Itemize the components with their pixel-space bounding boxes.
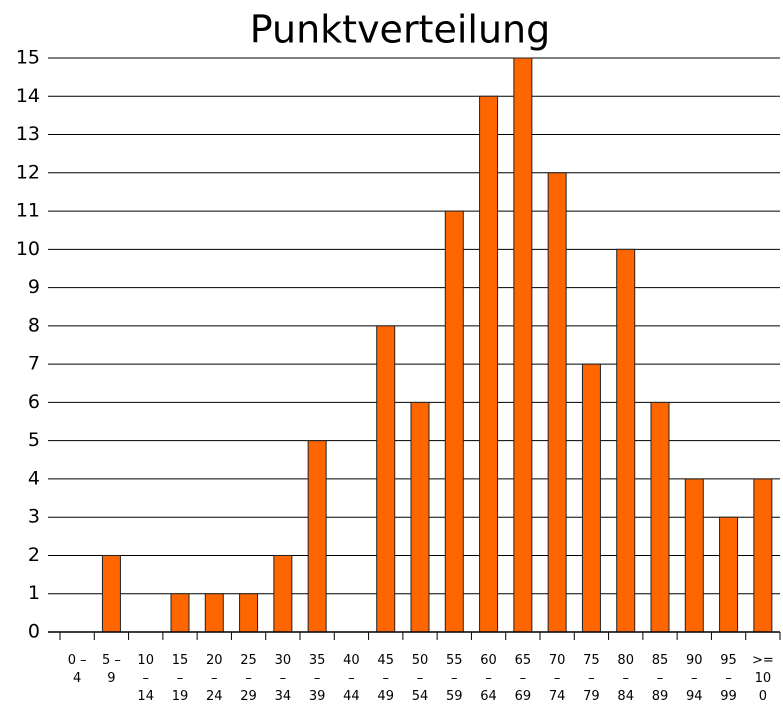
x-tick-label: 75 – 79 — [583, 653, 600, 704]
bar — [479, 95, 499, 633]
x-tick-label: 95 – 99 — [720, 653, 737, 704]
y-tick-label: 4 — [28, 467, 40, 489]
x-tick-label-box: 35 – 39 — [308, 653, 326, 704]
x-tick-label-box: 90 – 94 — [686, 653, 703, 704]
x-tick-label-box: 75 – 79 — [583, 653, 600, 704]
bar — [239, 593, 259, 633]
bar — [307, 440, 327, 633]
y-tick-label: 9 — [28, 276, 40, 298]
x-tick-label-box: 5 – 9 — [101, 653, 121, 686]
x-tick-label-box: 50 – 54 — [411, 653, 429, 704]
x-tick-label-box: 55 – 59 — [446, 653, 463, 704]
bar — [719, 516, 739, 633]
x-tick-label-box: 40 – 44 — [343, 653, 360, 704]
x-tick-label: 25 – 29 — [240, 653, 257, 704]
chart-title: Punktverteilung — [250, 8, 551, 52]
bar — [410, 401, 430, 633]
x-tick-label-box: 80 – 84 — [617, 653, 634, 704]
x-tick-label-box: >= 100 — [751, 653, 774, 704]
y-tick-label: 7 — [28, 353, 40, 375]
x-tick-label: 65 – 69 — [514, 653, 532, 704]
y-tick-label: 0 — [28, 621, 40, 643]
x-tick-label-box: 15 – 19 — [171, 653, 189, 704]
y-tick-label: 2 — [28, 544, 40, 566]
bar — [684, 478, 704, 633]
x-tick-label-box: 85 – 89 — [651, 653, 669, 704]
x-tick-label-box: 70 – 74 — [548, 653, 566, 704]
bar — [204, 593, 224, 633]
x-tick-label: 20 – 24 — [206, 653, 223, 704]
x-tick-label: 70 – 74 — [548, 653, 566, 704]
x-tick-label: 85 – 89 — [651, 653, 669, 704]
x-tick-label-box: 60 – 64 — [480, 653, 497, 704]
x-tick-label: 40 – 44 — [343, 653, 360, 704]
y-tick-label: 11 — [16, 200, 40, 222]
x-tick-label: 15 – 19 — [171, 653, 189, 704]
bar — [273, 554, 293, 633]
x-tick-label: 30 – 34 — [274, 653, 292, 704]
bar — [650, 401, 670, 633]
bar — [101, 554, 121, 633]
x-tick-label: >= 100 — [751, 653, 774, 704]
y-tick-label: 13 — [16, 123, 40, 145]
y-tick-label: 5 — [28, 429, 40, 451]
x-tick-label: 45 – 49 — [377, 653, 394, 704]
x-tick-label-box: 10 – 14 — [137, 653, 154, 704]
bar — [513, 57, 533, 633]
bar — [581, 363, 601, 633]
y-tick-label: 6 — [28, 391, 40, 413]
bar — [376, 325, 396, 633]
bar — [444, 210, 464, 633]
bar — [753, 478, 773, 633]
x-tick-label: 0 – 4 — [67, 653, 87, 686]
x-tick-label: 80 – 84 — [617, 653, 634, 704]
y-tick-label: 1 — [28, 582, 40, 604]
x-tick-label: 60 – 64 — [480, 653, 497, 704]
y-tick-label: 12 — [16, 161, 40, 183]
x-tick-label: 55 – 59 — [446, 653, 463, 704]
bar — [616, 248, 636, 633]
bar — [170, 593, 190, 633]
x-tick-label: 90 – 94 — [686, 653, 703, 704]
x-tick-label-box: 45 – 49 — [377, 653, 394, 704]
bar — [547, 172, 567, 633]
x-tick-label-box: 20 – 24 — [206, 653, 223, 704]
x-tick-label: 35 – 39 — [308, 653, 326, 704]
x-tick-label-box: 30 – 34 — [274, 653, 292, 704]
x-tick-label: 10 – 14 — [137, 653, 154, 704]
x-tick-label-box: 25 – 29 — [240, 653, 257, 704]
x-tick-label-box: 95 – 99 — [720, 653, 737, 704]
y-tick-label: 8 — [28, 314, 40, 336]
y-tick-label: 3 — [28, 506, 40, 528]
x-tick-label: 50 – 54 — [411, 653, 429, 704]
y-tick-label: 10 — [16, 238, 40, 260]
x-tick-label: 5 – 9 — [101, 653, 121, 686]
y-tick-label: 15 — [16, 47, 40, 69]
x-tick-label-box: 0 – 4 — [67, 653, 87, 686]
x-tick-label-box: 65 – 69 — [514, 653, 532, 704]
y-tick-label: 14 — [16, 85, 40, 107]
